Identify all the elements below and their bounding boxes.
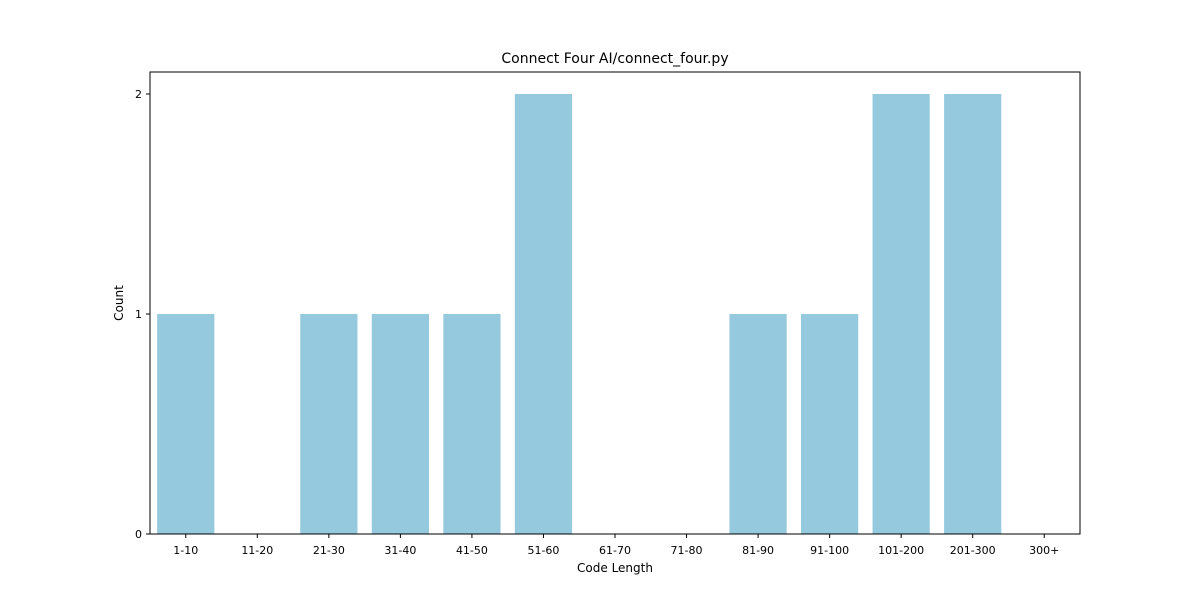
- bar-21-30: [300, 314, 358, 534]
- x-tick-label: 300+: [1029, 544, 1059, 557]
- x-tick-label: 11-20: [241, 544, 273, 557]
- x-tick-label: 21-30: [313, 544, 345, 557]
- x-tick-label: 71-80: [671, 544, 703, 557]
- x-tick-label: 81-90: [742, 544, 774, 557]
- bar-31-40: [371, 314, 429, 534]
- bar-91-100: [801, 314, 859, 534]
- x-tick-label: 91-100: [810, 544, 849, 557]
- x-tick-label: 61-70: [599, 544, 631, 557]
- x-axis-label: Code Length: [577, 561, 653, 575]
- y-tick-label: 0: [135, 528, 142, 541]
- y-axis-label: Count: [112, 285, 126, 321]
- y-tick-label: 2: [135, 88, 142, 101]
- x-tick-label: 201-300: [950, 544, 996, 557]
- plot-frame: [149, 71, 1081, 535]
- x-tick-label: 101-200: [878, 544, 924, 557]
- bar-1-10: [157, 314, 215, 534]
- x-tick-label: 51-60: [527, 544, 559, 557]
- bar-101-200: [872, 94, 930, 534]
- x-axis-ticks: 1-10 11-20 21-30 31-40 41-50 51-60 61-70 71-80 8…: [173, 534, 1059, 557]
- bar-41-50: [443, 314, 501, 534]
- x-tick-label: 1-10: [173, 544, 198, 557]
- y-tick-label: 1: [135, 308, 142, 321]
- x-tick-label: 41-50: [456, 544, 488, 557]
- y-axis-ticks: 0 1 2: [135, 88, 150, 541]
- bar-51-60: [514, 94, 573, 534]
- chart-title: Connect Four AI/connect_four.py: [501, 51, 728, 67]
- bar-81-90: [729, 314, 787, 534]
- bar-201-300: [944, 94, 1002, 534]
- x-tick-label: 31-40: [384, 544, 416, 557]
- bars-group: [157, 94, 1002, 534]
